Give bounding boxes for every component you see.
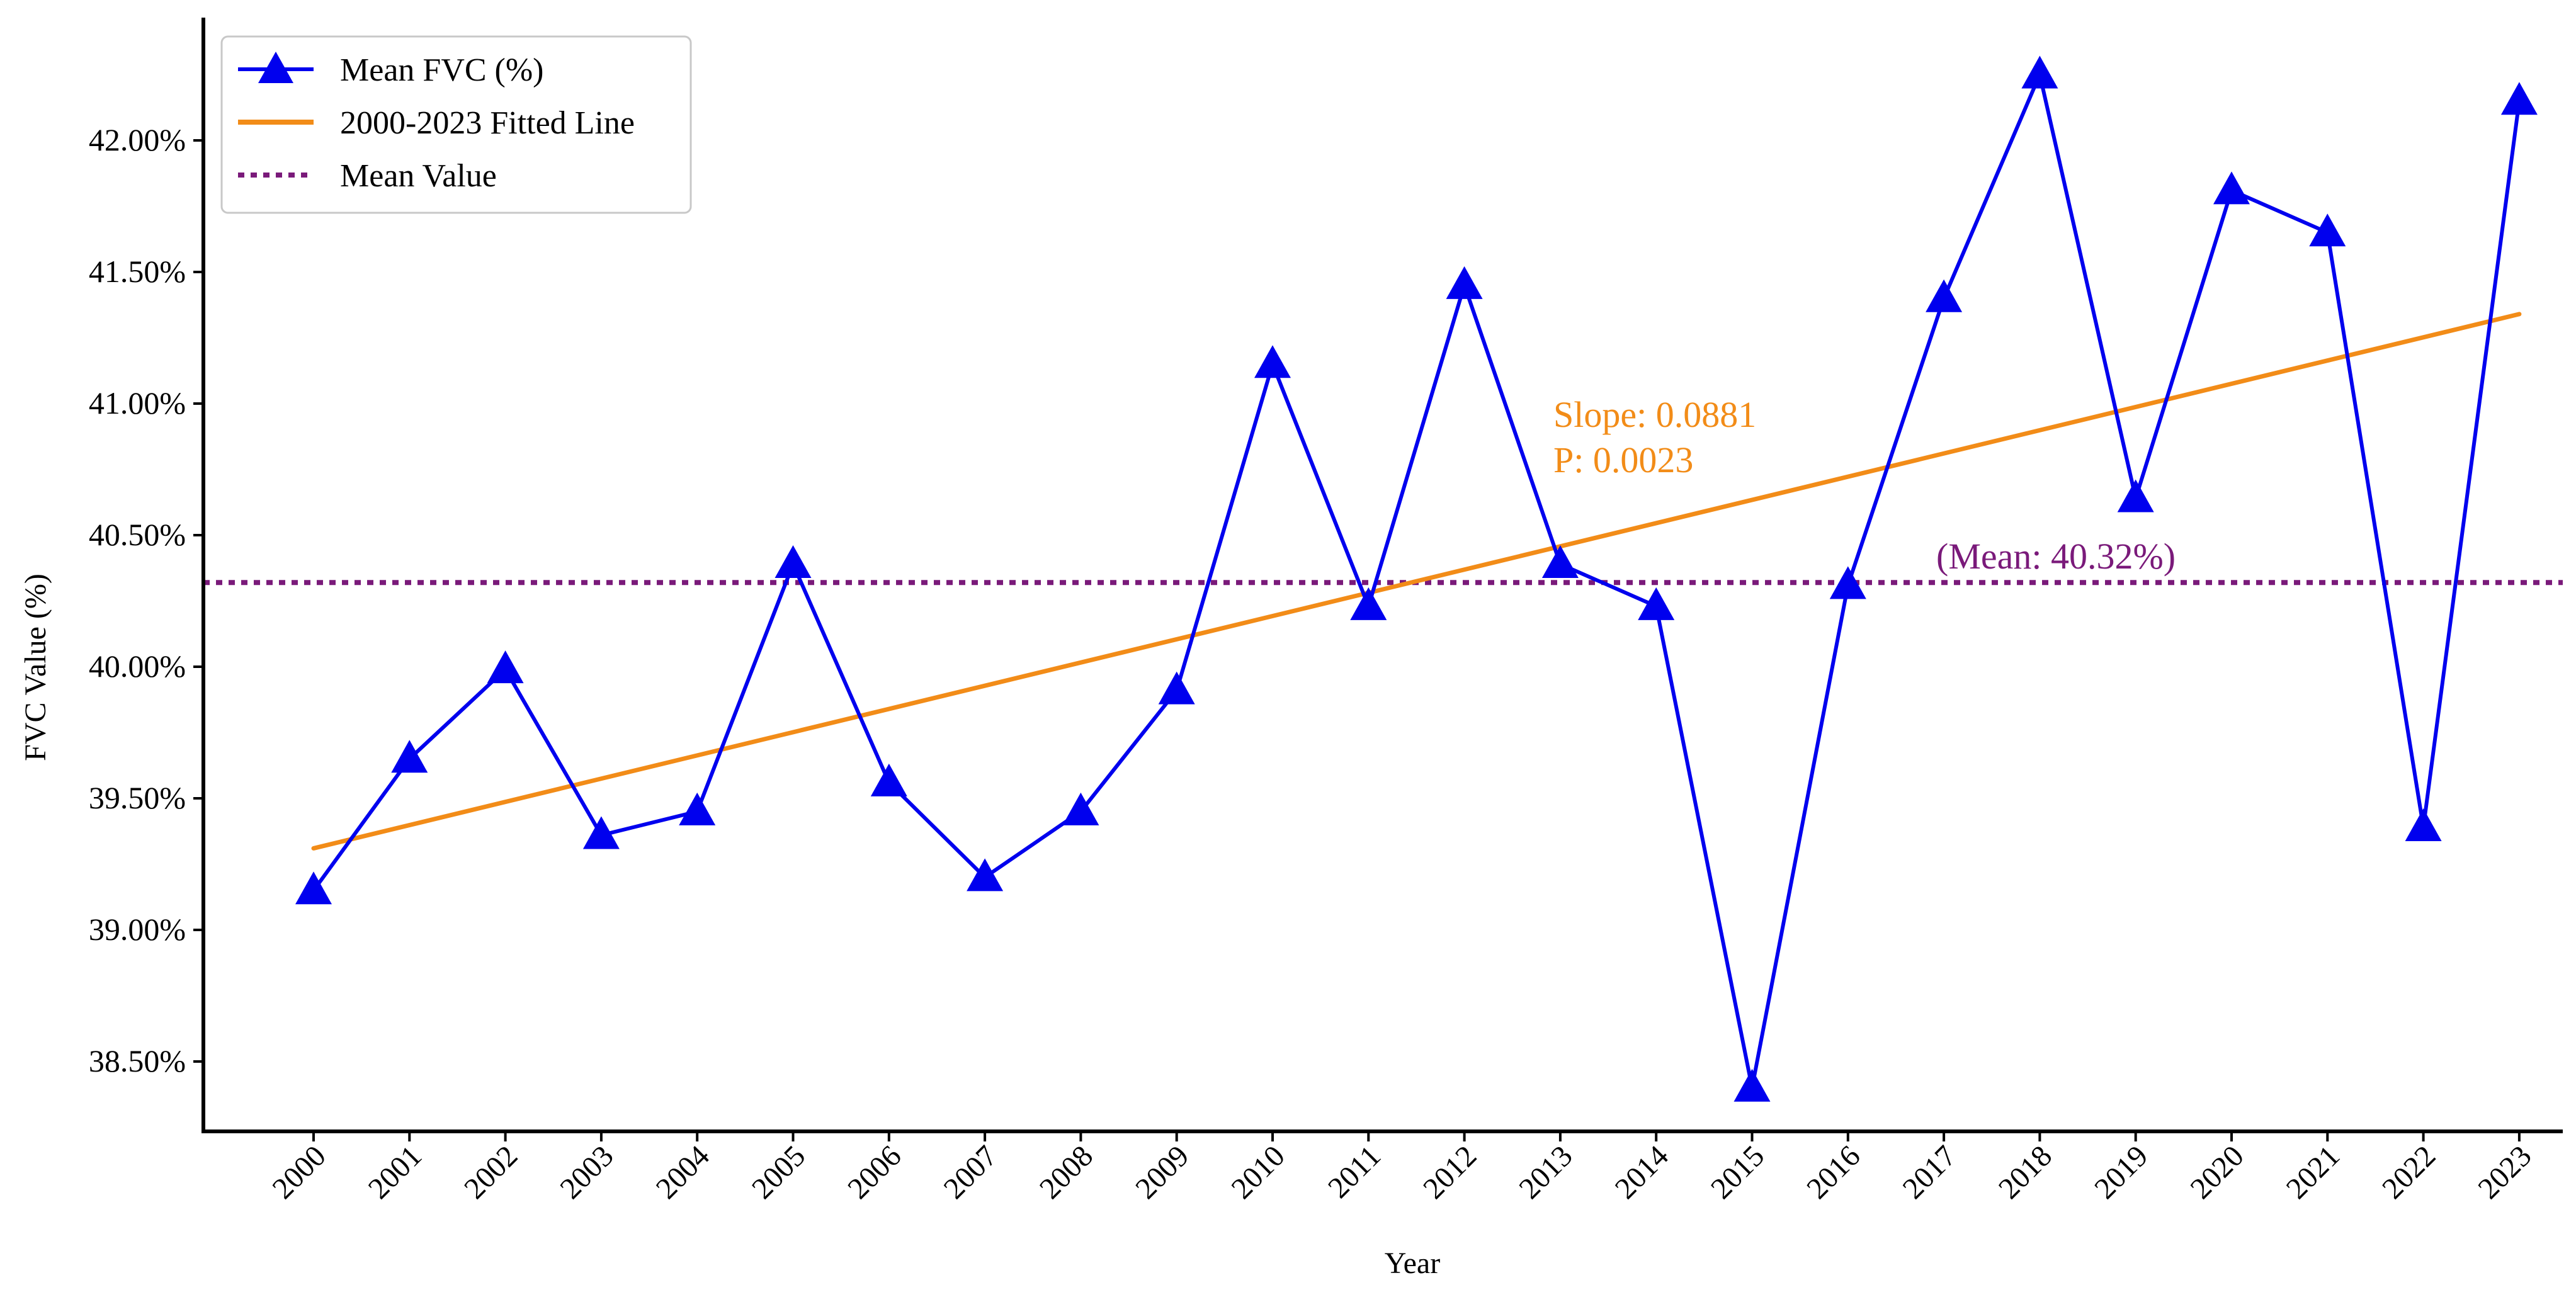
y-tick-label: 39.50% <box>89 780 186 815</box>
data-point-2015 <box>1733 1068 1771 1102</box>
data-point-2010 <box>1254 345 1291 378</box>
series-line-mean-fvc <box>312 68 2521 1089</box>
data-point-2000 <box>295 871 332 905</box>
data-point-2022 <box>2405 808 2442 841</box>
y-tick-label: 39.00% <box>89 912 186 947</box>
data-point-2018 <box>2021 55 2058 89</box>
data-point-2011 <box>1350 587 1387 620</box>
data-point-2003 <box>582 816 620 849</box>
data-point-2012 <box>1446 266 1483 299</box>
legend-item-mean-value: Mean Value <box>238 158 497 194</box>
data-point-2002 <box>487 650 524 684</box>
data-point-2019 <box>2117 479 2154 512</box>
legend-marker-triangle <box>258 52 293 83</box>
y-tick-label: 40.50% <box>89 517 186 552</box>
legend-item-mean-fvc: Mean FVC (%) <box>238 52 544 88</box>
legend: Mean FVC (%) 2000-2023 Fitted Line Mean … <box>220 35 692 214</box>
data-point-2008 <box>1062 792 1099 825</box>
y-tick-label: 42.00% <box>89 122 186 157</box>
legend-item-fitted-line: 2000-2023 Fitted Line <box>238 105 635 141</box>
legend-label-mean-fvc: Mean FVC (%) <box>340 52 544 88</box>
axes-layer <box>201 18 2563 1133</box>
x-axis-label: Year <box>1385 1247 1440 1280</box>
y-tick-label: 41.50% <box>89 254 186 289</box>
mean-annotation: (Mean: 40.32%) <box>1936 536 2176 577</box>
data-point-2007 <box>967 858 1004 892</box>
slope-annotation: Slope: 0.0881 <box>1553 394 1756 435</box>
data-point-2023 <box>2500 82 2538 115</box>
p-value-annotation: P: 0.0023 <box>1553 439 1693 480</box>
data-point-2020 <box>2213 171 2250 205</box>
data-point-2001 <box>391 740 428 773</box>
data-point-2005 <box>775 545 812 578</box>
legend-label-fitted-line: 2000-2023 Fitted Line <box>340 105 635 141</box>
y-tick-label: 41.00% <box>89 385 186 421</box>
data-point-2021 <box>2309 213 2346 247</box>
series-layer <box>295 55 2538 1102</box>
legend-label-mean-value: Mean Value <box>340 158 497 194</box>
y-tick-label: 38.50% <box>89 1043 186 1078</box>
legend-box <box>220 35 692 214</box>
y-tick-label: 40.00% <box>89 648 186 684</box>
data-point-2016 <box>1829 566 1866 599</box>
data-point-2004 <box>679 792 716 825</box>
y-axis-label: FVC Value (%) <box>19 574 52 761</box>
data-point-2013 <box>1541 545 1579 578</box>
data-point-2017 <box>1926 279 1963 312</box>
fitted-trend-line <box>311 312 2522 851</box>
data-point-2006 <box>870 763 907 796</box>
fitted-line-layer <box>311 312 2522 851</box>
data-point-2009 <box>1158 671 1195 705</box>
data-point-2014 <box>1638 587 1675 620</box>
